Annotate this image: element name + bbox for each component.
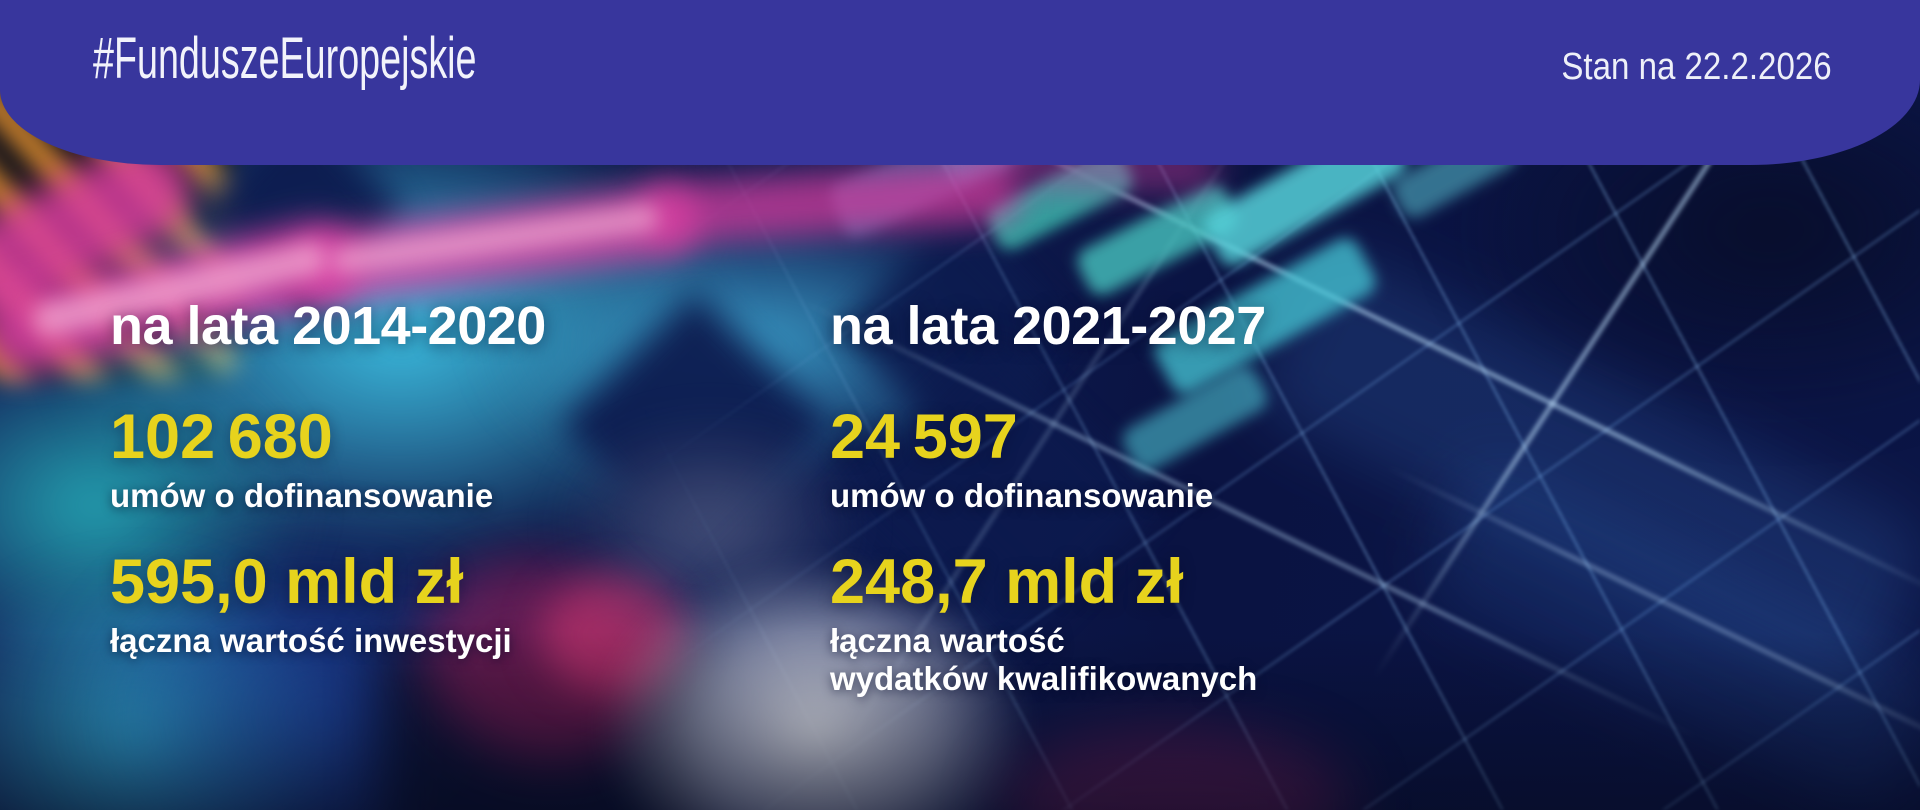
- status-date: Stan na 22.2.2026: [1561, 46, 1832, 88]
- page-title: #FunduszeEuropejskie: [93, 26, 477, 91]
- stat-value: 24 597: [830, 402, 1018, 472]
- stat-investment-value: 595,0 mld zł łączna wartość inwestycji: [110, 550, 546, 660]
- period-2014-2020-column: na lata 2014-2020 102 680 umów o dofinan…: [110, 296, 546, 660]
- stat-label-line: wydatków kwalifikowanych: [830, 660, 1258, 697]
- stat-contracts: 24 597 umów o dofinansowanie: [830, 405, 1266, 515]
- stat-contracts: 102 680 umów o dofinansowanie: [110, 405, 546, 515]
- period-title: na lata 2021-2027: [830, 296, 1266, 356]
- stat-label-line: umów o dofinansowanie: [830, 477, 1214, 514]
- stat-label: umów o dofinansowanie: [110, 477, 546, 515]
- stat-value: 595,0 mld zł: [110, 547, 464, 617]
- stat-label: łączna wartość wydatków kwalifikowanych: [830, 622, 1266, 698]
- stat-eligible-expenditure-value: 248,7 mld zł łączna wartość wydatków kwa…: [830, 550, 1266, 698]
- stat-label: łączna wartość inwestycji: [110, 622, 546, 660]
- stat-label: umów o dofinansowanie: [830, 477, 1266, 515]
- stat-label-line: łączna wartość inwestycji: [110, 622, 512, 659]
- header-band: #FunduszeEuropejskie Stan na 22.2.2026: [0, 0, 1920, 165]
- stat-label-line: umów o dofinansowanie: [110, 477, 494, 514]
- stat-value: 102 680: [110, 402, 333, 472]
- stat-label-line: łączna wartość: [830, 622, 1065, 659]
- period-2021-2027-column: na lata 2021-2027 24 597 umów o dofinans…: [830, 296, 1266, 698]
- period-title: na lata 2014-2020: [110, 296, 546, 356]
- stat-value: 248,7 mld zł: [830, 547, 1184, 617]
